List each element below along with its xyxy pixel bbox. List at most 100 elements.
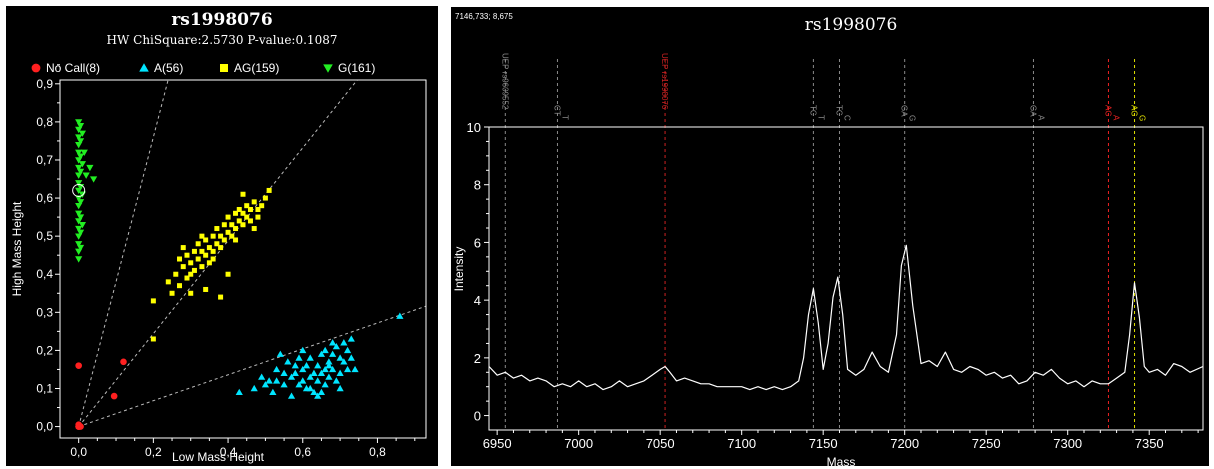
data-point xyxy=(291,362,299,369)
data-point xyxy=(221,222,227,228)
mass-marker-allele: G xyxy=(1138,115,1147,121)
data-point xyxy=(236,206,242,212)
mass-marker-label: UEP rs1998076 xyxy=(660,53,669,110)
data-point xyxy=(244,203,250,209)
scatter-title: rs1998076 xyxy=(171,10,272,30)
mass-marker-label: AG xyxy=(1103,105,1112,117)
x-tick-label: 6950 xyxy=(483,436,512,451)
data-point xyxy=(314,392,322,399)
spectrum-trace xyxy=(488,244,1204,391)
data-point xyxy=(306,384,314,392)
data-point xyxy=(188,271,194,277)
data-point xyxy=(110,392,118,400)
data-point xyxy=(229,233,235,239)
data-point xyxy=(251,226,257,232)
data-point xyxy=(233,226,239,232)
y-tick-label: 0,5 xyxy=(36,229,53,243)
data-point xyxy=(214,241,220,247)
x-tick-label: 7050 xyxy=(646,436,675,451)
y-tick-label: 6 xyxy=(474,235,481,250)
data-point xyxy=(75,164,83,172)
plot-frame xyxy=(488,126,1204,431)
data-point xyxy=(287,373,296,380)
data-point xyxy=(150,298,156,304)
cluster-plot-panel: rs1998076 HW ChiSquare:2.5730 P-value:0.… xyxy=(6,6,438,466)
y-tick-label: 0 xyxy=(474,409,481,424)
y-axis-label: High Mass Height xyxy=(10,201,24,296)
data-point xyxy=(276,350,284,357)
x-tick-label: 0,0 xyxy=(70,445,87,459)
data-point xyxy=(317,388,326,395)
data-point xyxy=(321,381,329,388)
legend-swatch xyxy=(220,64,228,72)
data-point xyxy=(75,241,83,248)
cluster-guide-line xyxy=(78,305,427,428)
plot-frame xyxy=(59,79,427,439)
cluster-scatter-plot: rs1998076 HW ChiSquare:2.5730 P-value:0.… xyxy=(10,10,427,464)
data-point xyxy=(233,210,239,216)
data-point xyxy=(229,222,235,228)
data-point xyxy=(284,358,292,365)
data-point xyxy=(244,214,250,220)
mass-marker-allele: G xyxy=(908,115,917,121)
data-point xyxy=(269,388,277,395)
data-point xyxy=(396,312,404,319)
data-point xyxy=(306,354,314,361)
x-tick-label: 7000 xyxy=(564,436,593,451)
data-point xyxy=(191,267,197,273)
mass-spectrum-plot: 7146,733; 8,675 rs1998076 UEP rs9609552 C… xyxy=(452,12,1204,466)
data-point xyxy=(262,195,268,201)
data-point xyxy=(258,373,266,380)
scatter-subtitle: HW ChiSquare:2.5730 P-value:0.1087 xyxy=(107,33,338,47)
data-point xyxy=(295,354,303,361)
data-point xyxy=(78,130,87,137)
data-point xyxy=(247,218,253,224)
data-point xyxy=(299,346,307,354)
data-point xyxy=(82,172,90,179)
legend-label: No Call(8) xyxy=(46,61,100,75)
spectrum-line xyxy=(488,244,1204,391)
data-point xyxy=(75,149,83,156)
y-tick-label: 10 xyxy=(467,120,481,135)
data-point xyxy=(199,248,205,254)
data-point xyxy=(78,161,87,168)
data-point xyxy=(295,381,303,388)
data-point xyxy=(314,377,322,384)
data-point xyxy=(273,377,281,384)
data-point xyxy=(78,222,87,229)
data-point xyxy=(291,369,299,376)
data-point xyxy=(317,350,326,357)
data-point xyxy=(206,260,212,266)
data-point xyxy=(195,256,201,262)
data-point xyxy=(165,279,171,285)
mass-marker-allele: T xyxy=(816,115,825,120)
data-point xyxy=(75,225,83,233)
data-point xyxy=(306,373,314,380)
data-point xyxy=(343,365,352,373)
data-point xyxy=(329,350,337,357)
data-point xyxy=(287,392,296,399)
x-tick-label: 7100 xyxy=(727,436,756,451)
x-tick-label: 7150 xyxy=(809,436,838,451)
data-point xyxy=(255,214,261,220)
mass-marker-allele: C xyxy=(842,115,851,121)
data-point xyxy=(310,369,318,376)
cluster-guide-line xyxy=(78,79,358,427)
y-tick-label: 0,6 xyxy=(36,191,53,205)
legend-label: A(56) xyxy=(154,61,183,75)
data-point xyxy=(86,164,94,172)
mass-marker-label: TC xyxy=(808,105,817,116)
y-tick-label: 8 xyxy=(474,178,481,193)
cluster-guide-line xyxy=(78,79,169,427)
data-point xyxy=(310,388,318,395)
data-point xyxy=(347,354,355,361)
data-point xyxy=(199,233,205,239)
data-point xyxy=(336,369,344,376)
data-point xyxy=(255,206,261,212)
data-point xyxy=(76,214,85,221)
data-point xyxy=(236,218,242,224)
data-point xyxy=(266,187,272,193)
data-point xyxy=(259,203,265,209)
data-point xyxy=(218,294,224,300)
